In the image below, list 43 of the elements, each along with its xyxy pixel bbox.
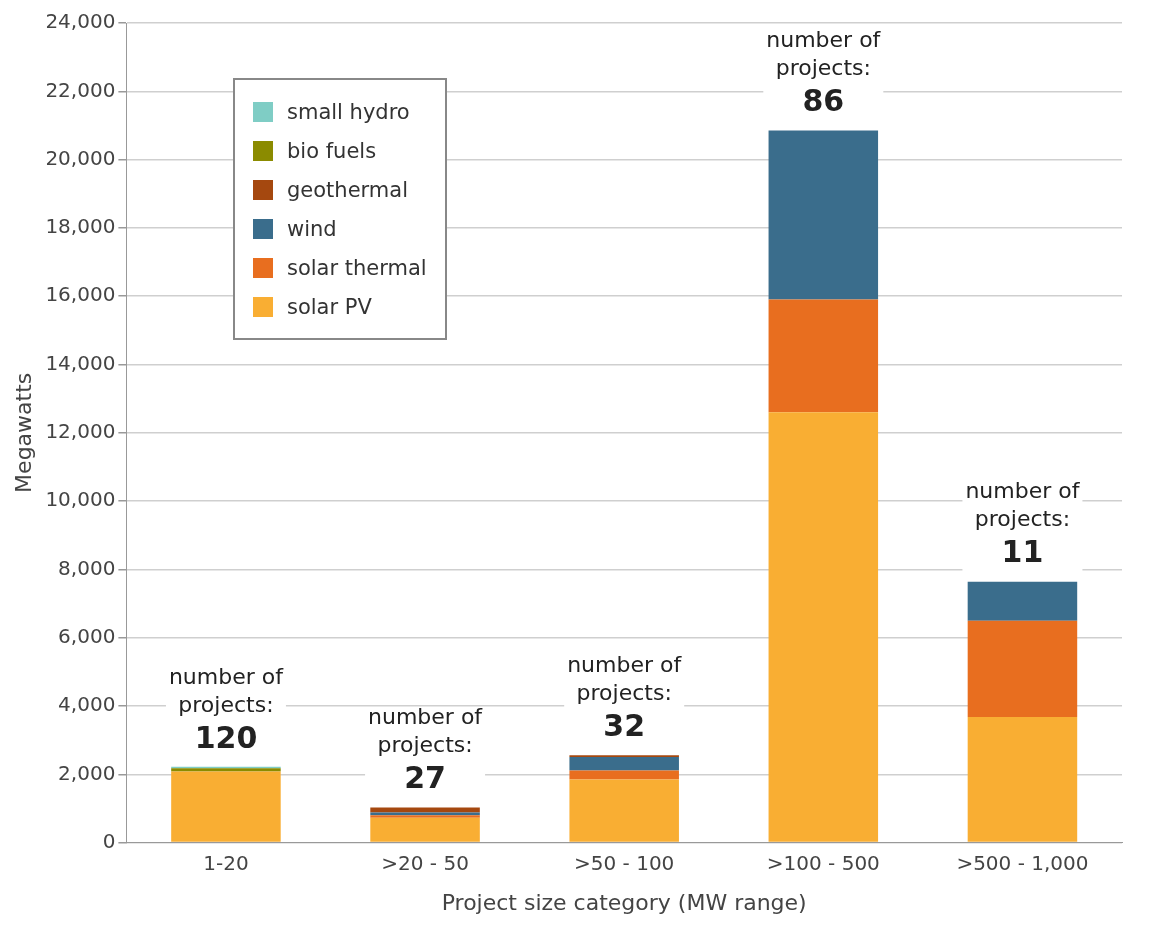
annotation: number of projects: 32	[567, 651, 683, 743]
bar	[768, 299, 879, 413]
bar	[967, 620, 1078, 717]
y-axis-title: Megawatts	[10, 372, 36, 493]
bar	[967, 716, 1078, 842]
y-tick-label: 2,000	[58, 760, 116, 785]
x-tick-label: >20 - 50	[381, 850, 469, 875]
annotation: number of projects: 86	[766, 27, 882, 119]
x-tick-label: >50 - 100	[574, 850, 675, 875]
y-tick-label: 6,000	[58, 623, 116, 648]
y-tick-label: 18,000	[45, 214, 116, 239]
legend-label: bio fuels	[287, 138, 377, 163]
annotation: number of projects: 120	[168, 663, 285, 755]
bar	[569, 770, 679, 780]
legend-label: solar PV	[287, 294, 372, 319]
y-tick-label: 22,000	[45, 77, 116, 102]
bar	[569, 779, 679, 842]
x-tick-label: >100 - 500	[766, 850, 880, 875]
y-tick-label: 20,000	[45, 145, 116, 170]
x-tick-label: 1-20	[203, 850, 249, 875]
y-tick-label: 24,000	[45, 9, 116, 34]
y-tick-label: 4,000	[58, 692, 116, 717]
bar	[370, 807, 480, 813]
y-tick-label: 16,000	[45, 282, 116, 307]
y-tick-label: 0	[102, 828, 116, 853]
bar	[768, 412, 879, 842]
y-tick-label: 8,000	[58, 555, 116, 580]
legend-label: solar thermal	[287, 255, 427, 280]
annotation: number of projects: 11	[965, 478, 1081, 570]
legend-label: small hydro	[287, 99, 410, 124]
bar	[569, 756, 679, 771]
x-tick-label: >500 - 1,000	[956, 850, 1089, 875]
annotation: number of projects: 27	[368, 704, 484, 796]
y-tick-label: 10,000	[45, 487, 116, 512]
legend-label: geothermal	[287, 177, 408, 202]
bar	[171, 771, 281, 842]
legend-label: wind	[287, 216, 337, 241]
bar	[768, 130, 879, 300]
bar	[370, 817, 480, 842]
x-axis-title: Project size category (MW range)	[441, 889, 807, 915]
bar	[967, 581, 1078, 621]
y-tick-label: 12,000	[45, 419, 116, 443]
y-tick-label: 14,000	[45, 350, 116, 375]
